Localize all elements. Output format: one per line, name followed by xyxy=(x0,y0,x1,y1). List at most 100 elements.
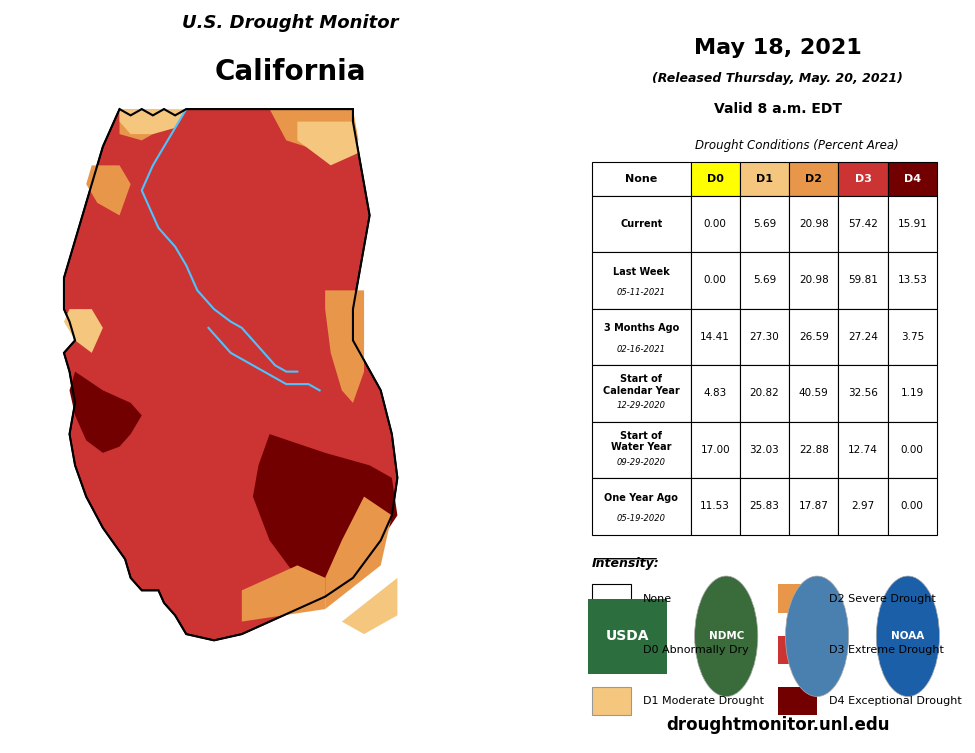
Text: 05-11-2021: 05-11-2021 xyxy=(617,288,666,297)
Text: 32.56: 32.56 xyxy=(848,389,878,398)
Polygon shape xyxy=(342,578,398,634)
Bar xyxy=(838,365,887,422)
Text: D2 Severe Drought: D2 Severe Drought xyxy=(829,593,936,604)
Text: Intensity:: Intensity: xyxy=(592,557,660,570)
Text: 02-16-2021: 02-16-2021 xyxy=(617,345,666,354)
Text: 0.00: 0.00 xyxy=(901,501,923,511)
Bar xyxy=(690,422,740,478)
Bar xyxy=(789,252,838,309)
Bar xyxy=(838,478,887,535)
Text: Start of
Water Year: Start of Water Year xyxy=(611,431,672,453)
Bar xyxy=(690,162,740,196)
Text: D2: D2 xyxy=(805,174,822,184)
Bar xyxy=(740,422,789,478)
Text: 27.24: 27.24 xyxy=(848,332,878,342)
Bar xyxy=(838,196,887,252)
Bar xyxy=(838,309,887,365)
Bar xyxy=(740,309,789,365)
Text: 20.82: 20.82 xyxy=(750,389,779,398)
Text: D1: D1 xyxy=(756,174,773,184)
Polygon shape xyxy=(253,434,398,596)
Text: 5.69: 5.69 xyxy=(753,276,776,285)
Bar xyxy=(740,162,789,196)
Text: Start of
Calendar Year: Start of Calendar Year xyxy=(603,374,680,396)
Text: D3: D3 xyxy=(854,174,872,184)
Bar xyxy=(690,365,740,422)
Bar xyxy=(887,365,937,422)
Bar xyxy=(592,309,690,365)
Text: Valid 8 a.m. EDT: Valid 8 a.m. EDT xyxy=(714,102,841,116)
Text: 26.59: 26.59 xyxy=(799,332,829,342)
Bar xyxy=(592,478,690,535)
Bar xyxy=(690,252,740,309)
Polygon shape xyxy=(242,566,326,622)
Text: 32.03: 32.03 xyxy=(750,445,779,455)
Bar xyxy=(690,309,740,365)
Text: 17.00: 17.00 xyxy=(700,445,730,455)
Bar xyxy=(789,422,838,478)
Bar xyxy=(592,422,690,478)
Bar xyxy=(887,309,937,365)
Bar xyxy=(789,196,838,252)
Text: 17.87: 17.87 xyxy=(799,501,829,511)
Bar xyxy=(778,584,817,613)
Text: One Year Ago: One Year Ago xyxy=(604,493,679,503)
Bar xyxy=(887,422,937,478)
Text: D0: D0 xyxy=(707,174,723,184)
Text: 0.00: 0.00 xyxy=(704,276,726,285)
Bar xyxy=(740,365,789,422)
Text: droughtmonitor.unl.edu: droughtmonitor.unl.edu xyxy=(666,716,889,734)
Text: NDMC: NDMC xyxy=(709,631,744,642)
Text: 12-29-2020: 12-29-2020 xyxy=(617,401,666,410)
Circle shape xyxy=(786,576,848,697)
Bar xyxy=(887,162,937,196)
Text: 25.83: 25.83 xyxy=(750,501,779,511)
Bar xyxy=(887,478,937,535)
Bar xyxy=(778,687,817,715)
Text: 2.97: 2.97 xyxy=(851,501,875,511)
Circle shape xyxy=(877,576,940,697)
Bar xyxy=(887,196,937,252)
Bar xyxy=(838,422,887,478)
Bar xyxy=(592,584,632,613)
Bar xyxy=(690,478,740,535)
Text: D1 Moderate Drought: D1 Moderate Drought xyxy=(644,696,764,706)
Polygon shape xyxy=(69,372,141,453)
Text: 20.98: 20.98 xyxy=(799,219,829,229)
Polygon shape xyxy=(269,109,359,153)
Text: 0.00: 0.00 xyxy=(901,445,923,455)
Text: None: None xyxy=(644,593,673,604)
Text: 11.53: 11.53 xyxy=(700,501,730,511)
Text: D0 Abnormally Dry: D0 Abnormally Dry xyxy=(644,645,749,655)
Polygon shape xyxy=(64,109,398,640)
Bar xyxy=(592,365,690,422)
Text: 40.59: 40.59 xyxy=(799,389,829,398)
Bar xyxy=(592,162,690,196)
Bar xyxy=(740,196,789,252)
Text: None: None xyxy=(625,174,657,184)
Text: (Released Thursday, May. 20, 2021): (Released Thursday, May. 20, 2021) xyxy=(652,72,903,84)
Text: 09-29-2020: 09-29-2020 xyxy=(617,458,666,467)
Bar xyxy=(789,478,838,535)
Polygon shape xyxy=(297,122,359,166)
Text: U.S. Drought Monitor: U.S. Drought Monitor xyxy=(181,14,399,32)
Text: California: California xyxy=(214,58,366,87)
Text: Last Week: Last Week xyxy=(613,267,670,277)
Bar xyxy=(740,252,789,309)
Text: Current: Current xyxy=(620,219,662,229)
Text: D3 Extreme Drought: D3 Extreme Drought xyxy=(829,645,944,655)
Text: Drought Conditions (Percent Area): Drought Conditions (Percent Area) xyxy=(695,139,899,152)
Bar xyxy=(789,365,838,422)
Bar xyxy=(778,636,817,664)
Bar xyxy=(838,252,887,309)
Text: 4.83: 4.83 xyxy=(704,389,726,398)
Bar xyxy=(690,196,740,252)
Text: May 18, 2021: May 18, 2021 xyxy=(693,38,862,58)
Text: 15.91: 15.91 xyxy=(897,219,927,229)
Text: 57.42: 57.42 xyxy=(848,219,878,229)
Bar xyxy=(588,599,667,674)
Polygon shape xyxy=(86,166,131,215)
Text: 5.69: 5.69 xyxy=(753,219,776,229)
Text: 27.30: 27.30 xyxy=(750,332,779,342)
Text: 05-19-2020: 05-19-2020 xyxy=(617,514,666,523)
